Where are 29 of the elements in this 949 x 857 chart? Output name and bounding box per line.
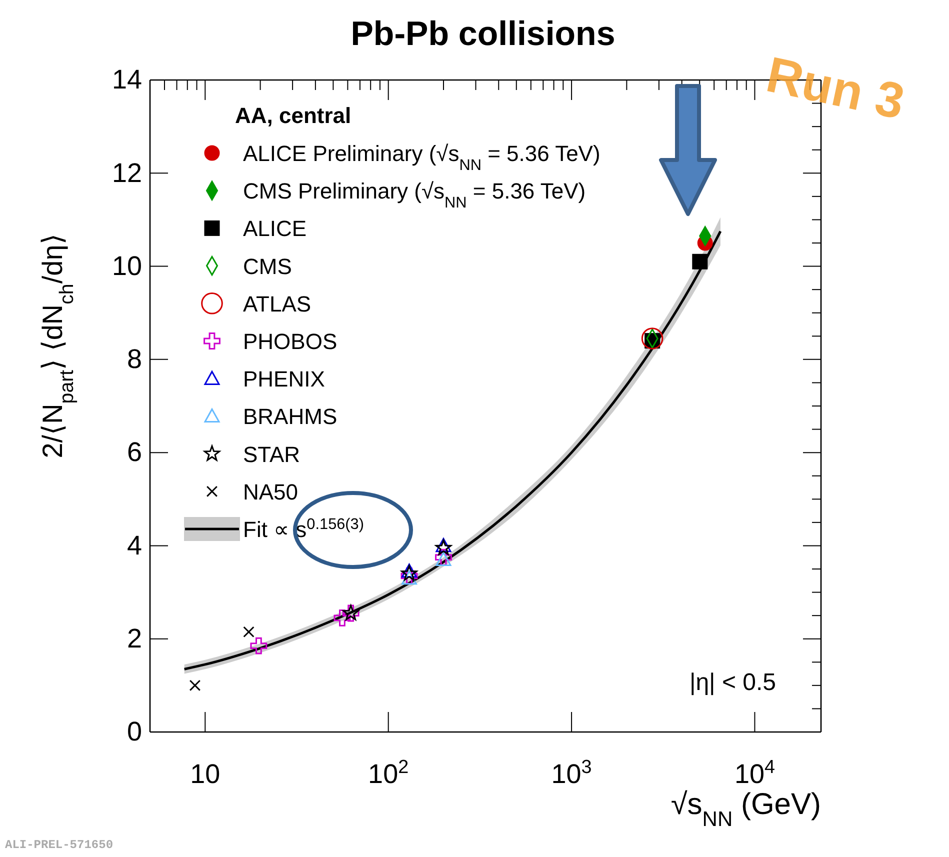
legend-label: STAR [243, 442, 300, 467]
x-tick-label: 10$^{2}$ [368, 756, 409, 790]
x-tick-label: 10$^{4}$ [734, 756, 776, 790]
legend-label: PHENIX [243, 366, 326, 392]
annotation: Run 3 [762, 46, 910, 130]
legend-label: ALICE [243, 216, 307, 242]
y-tick-label: 10 [112, 250, 142, 281]
legend-label: ALICE Preliminary (√s$_{NN}$ = 5.36 TeV) [243, 141, 600, 174]
legend-label: CMS [243, 254, 292, 279]
legend-label: ATLAS [243, 291, 312, 316]
y-tick-label: 4 [126, 530, 142, 560]
y-tick-label: 2 [126, 623, 142, 654]
y-tick-label: 6 [126, 437, 142, 468]
legend-label: CMS Preliminary (√s$_{NN}$ = 5.36 TeV) [243, 178, 586, 212]
x-axis-title: √s$_{NN}$ (GeV) [670, 788, 821, 830]
y-tick-label: 0 [126, 716, 142, 747]
legend-label: NA50 [243, 479, 298, 504]
y-tick-label: 8 [126, 344, 142, 374]
legend-label: PHOBOS [243, 329, 338, 354]
x-tick-label: 10 [190, 759, 220, 790]
y-tick-label: 12 [112, 158, 142, 188]
legend-title: AA, central [235, 103, 352, 128]
legend-label: Fit ∝ s$^{0.156(3)}$ [243, 516, 364, 542]
annotation: |η| < 0.5 [689, 669, 776, 696]
legend-label: BRAHMS [243, 404, 338, 430]
y-tick-label: 14 [112, 64, 142, 95]
x-tick-label: 10$^{3}$ [551, 756, 592, 790]
chart-title: Pb-Pb collisions [350, 15, 616, 53]
text: ALI-PREL-571650 [5, 838, 114, 852]
